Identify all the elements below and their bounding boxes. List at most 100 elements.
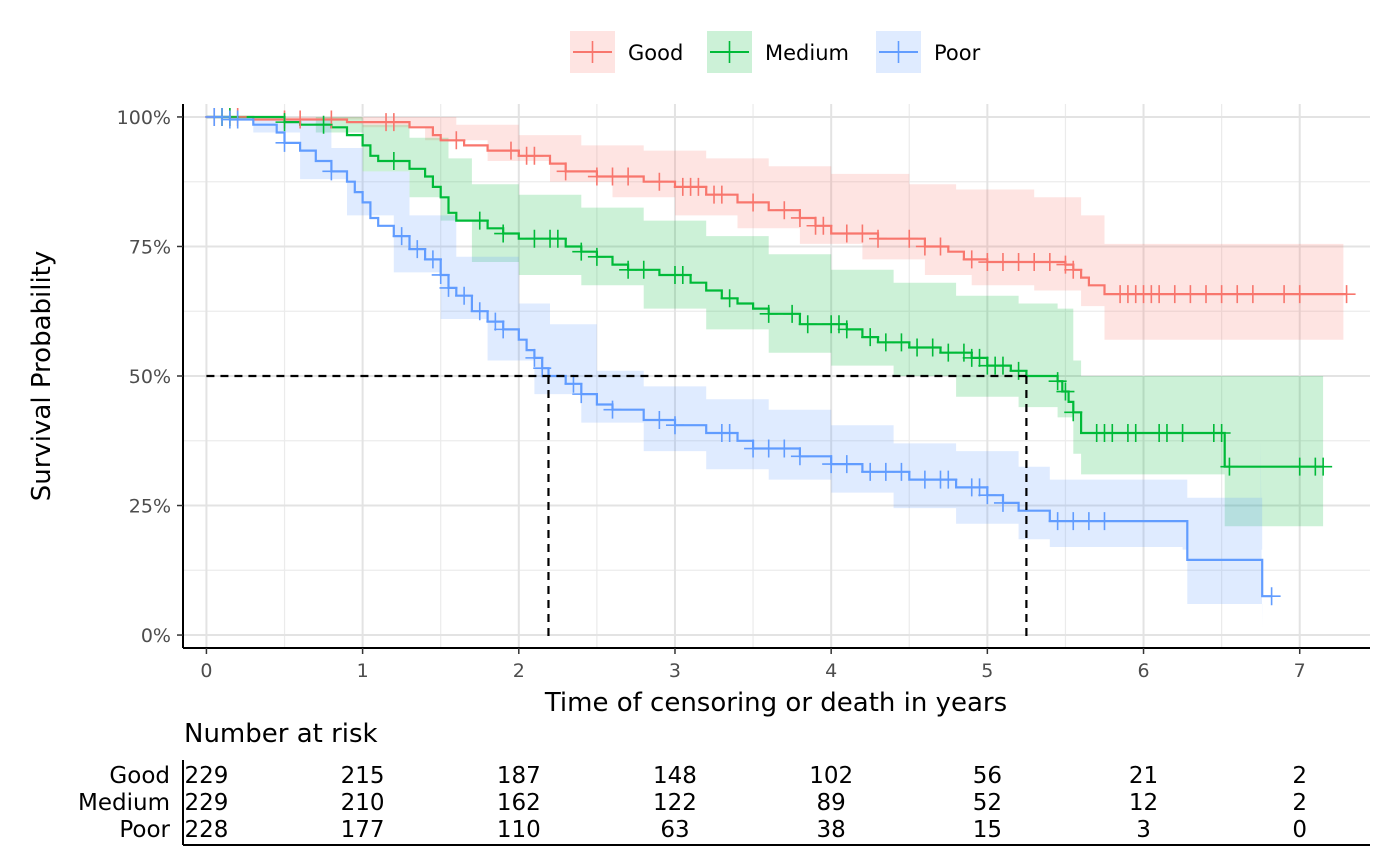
censor-mark-good <box>712 185 731 204</box>
censor-mark-medium <box>548 229 567 248</box>
censor-mark-poor <box>455 286 474 305</box>
axes: 0% 25% 50% 75% 100% 0 1 2 3 4 5 6 7 <box>117 104 1370 682</box>
censor-mark-medium <box>837 320 856 339</box>
censor-mark-good <box>556 162 575 181</box>
censor-mark-poor <box>876 462 895 481</box>
censor-mark-poor <box>939 470 958 489</box>
censor-mark-poor <box>650 411 669 430</box>
risk-strata-label: Poor <box>119 817 170 843</box>
censor-mark-poor <box>978 486 997 505</box>
risk-count: 210 <box>341 790 385 816</box>
censor-mark-poor <box>861 462 880 481</box>
risk-count: 162 <box>497 790 541 816</box>
risk-count: 229 <box>184 790 228 816</box>
censor-mark-good <box>978 253 997 272</box>
censor-marks <box>205 107 1356 606</box>
risk-count: 21 <box>1129 763 1158 789</box>
censor-mark-poor <box>486 312 505 331</box>
censor-mark-good <box>619 167 638 186</box>
censor-mark-medium <box>587 247 606 266</box>
risk-count: 89 <box>817 790 846 816</box>
censor-mark-good <box>1009 253 1028 272</box>
x-tick-label: 3 <box>669 660 681 682</box>
censor-mark-medium <box>1173 423 1192 442</box>
censor-mark-good <box>650 172 669 191</box>
censor-mark-medium <box>572 242 591 261</box>
censor-mark-poor <box>892 462 911 481</box>
y-tick-label: 50% <box>129 366 171 388</box>
censor-mark-medium <box>314 115 333 134</box>
confidence-band-medium <box>206 117 1324 527</box>
confidence-band-poor <box>206 117 1263 628</box>
risk-count: 228 <box>184 817 228 843</box>
censor-mark-good <box>1212 285 1231 304</box>
censor-mark-poor <box>720 423 739 442</box>
censor-mark-medium <box>384 151 403 170</box>
x-tick-label: 1 <box>357 660 369 682</box>
censor-mark-poor <box>439 278 458 297</box>
risk-count: 12 <box>1129 790 1158 816</box>
censor-mark-poor <box>564 374 583 393</box>
censor-mark-good <box>1228 285 1247 304</box>
legend-label: Medium <box>765 41 849 65</box>
x-axis-title: Time of censoring or death in years <box>544 688 1007 718</box>
censor-mark-good <box>291 110 310 129</box>
risk-count: 63 <box>660 817 689 843</box>
risk-count: 215 <box>341 763 385 789</box>
risk-count: 56 <box>973 763 1002 789</box>
confidence-band-good <box>206 117 1344 340</box>
y-tick-label: 100% <box>117 107 171 129</box>
censor-mark-medium <box>1048 372 1067 391</box>
x-tick-label: 6 <box>1137 660 1149 682</box>
censor-mark-medium <box>923 338 942 357</box>
censor-mark-medium <box>1314 457 1333 476</box>
censor-mark-poor <box>392 227 411 246</box>
censor-mark-poor <box>970 478 989 497</box>
risk-table-title: Number at risk <box>184 719 378 749</box>
censor-mark-good <box>525 146 544 165</box>
legend-item-good: Good <box>570 31 683 73</box>
censor-mark-good <box>1290 285 1309 304</box>
x-tick-label: 5 <box>981 660 993 682</box>
censor-mark-poor <box>423 250 442 269</box>
censor-mark-good <box>587 167 606 186</box>
censor-mark-poor <box>470 302 489 321</box>
censor-mark-good <box>1243 285 1262 304</box>
risk-strata-label: Good <box>109 763 170 789</box>
censor-mark-medium <box>470 211 489 230</box>
legend-label: Good <box>628 41 683 65</box>
censor-mark-medium <box>634 260 653 279</box>
censor-mark-good <box>1040 253 1059 272</box>
censor-mark-medium <box>1157 423 1176 442</box>
censor-mark-poor <box>494 320 513 339</box>
censor-mark-poor <box>533 359 552 378</box>
censor-mark-medium <box>829 315 848 334</box>
censor-mark-poor <box>1262 587 1281 606</box>
risk-count: 52 <box>973 790 1002 816</box>
censor-mark-medium <box>1212 423 1231 442</box>
censor-mark-good <box>1064 260 1083 279</box>
grid-lines <box>183 104 1370 648</box>
risk-count: 148 <box>653 763 697 789</box>
censor-mark-medium <box>993 356 1012 375</box>
censor-mark-good <box>853 224 872 243</box>
legend-item-poor: Poor <box>876 31 981 73</box>
y-tick-label: 75% <box>129 236 171 258</box>
censor-mark-good <box>1025 253 1044 272</box>
censor-mark-medium <box>783 304 802 323</box>
censor-mark-medium <box>1126 423 1145 442</box>
y-tick-label: 25% <box>129 496 171 518</box>
censor-mark-good <box>775 201 794 220</box>
censor-mark-poor <box>790 447 809 466</box>
censor-mark-good <box>1181 285 1200 304</box>
censor-mark-good <box>814 216 833 235</box>
risk-count: 102 <box>809 763 853 789</box>
censor-mark-medium <box>1220 457 1239 476</box>
censor-mark-poor <box>915 470 934 489</box>
censor-mark-good <box>744 193 763 212</box>
y-tick-label: 0% <box>141 625 171 647</box>
x-tick-label: 4 <box>825 660 837 682</box>
censor-mark-good <box>900 229 919 248</box>
risk-count: 229 <box>184 763 228 789</box>
